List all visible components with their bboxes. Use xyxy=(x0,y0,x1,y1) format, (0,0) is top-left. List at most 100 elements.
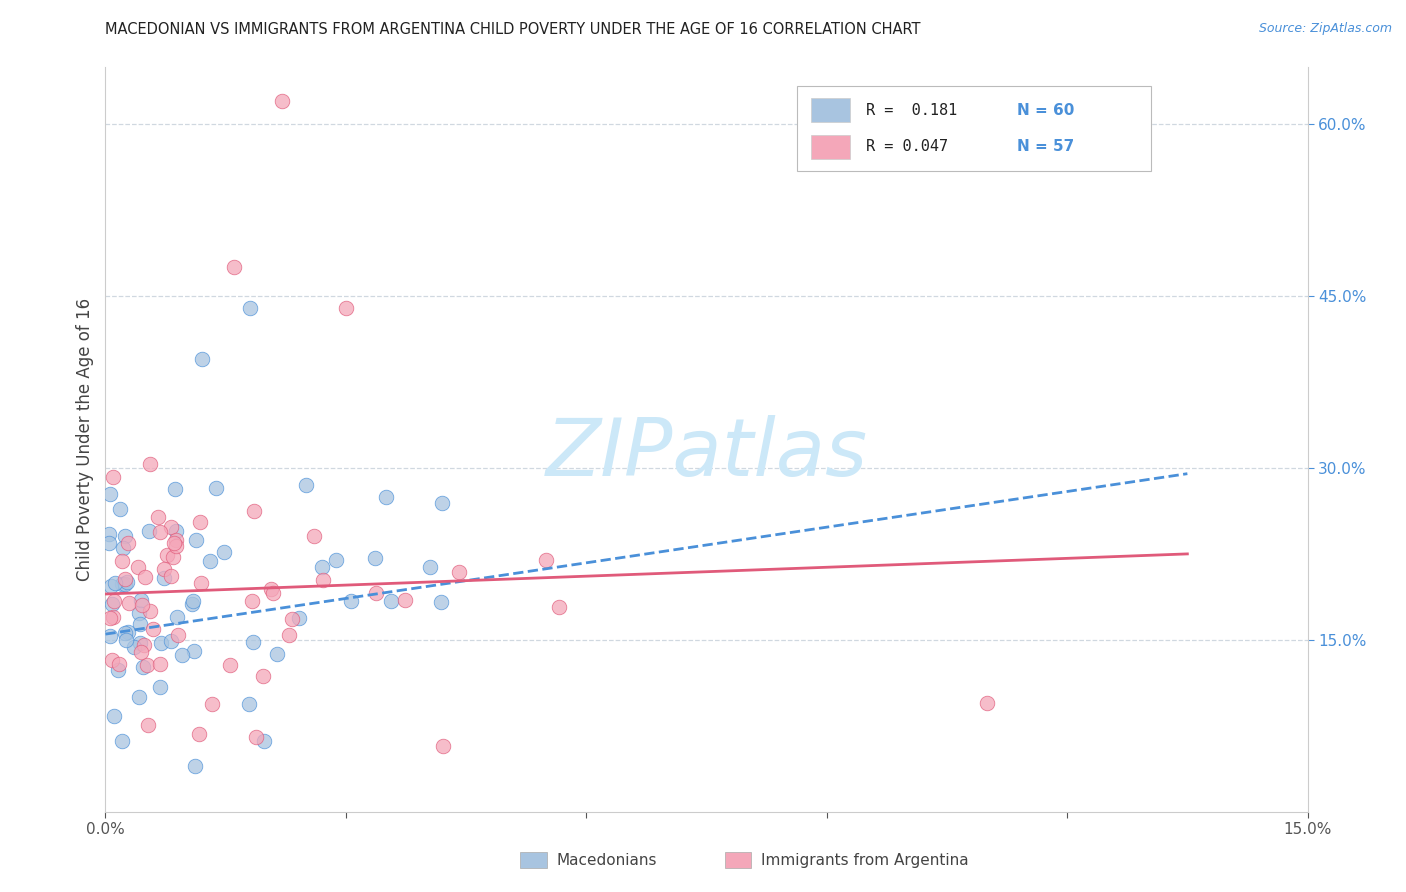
Point xyxy=(149,681,172,695)
Point xyxy=(302,529,325,543)
Point xyxy=(222,260,245,275)
Point xyxy=(128,606,150,620)
Point xyxy=(160,634,183,648)
Point xyxy=(260,582,283,596)
Point xyxy=(98,611,121,625)
Point xyxy=(311,560,333,574)
Point xyxy=(129,636,152,650)
Point xyxy=(153,570,176,584)
Point xyxy=(339,593,361,607)
Point xyxy=(153,562,176,576)
Point xyxy=(136,718,159,732)
Point xyxy=(129,616,152,631)
Point xyxy=(160,569,183,583)
Point xyxy=(335,301,357,315)
Point xyxy=(136,657,159,672)
Point xyxy=(129,645,152,659)
Point xyxy=(149,657,172,671)
Point xyxy=(127,560,149,574)
Point xyxy=(132,659,155,673)
Point xyxy=(108,657,131,671)
Point xyxy=(976,696,998,710)
Point xyxy=(117,536,139,550)
Point xyxy=(295,478,318,492)
Point xyxy=(104,576,127,591)
Point xyxy=(253,734,276,748)
Point xyxy=(239,301,262,315)
Point xyxy=(380,593,402,607)
Point xyxy=(160,520,183,534)
Point xyxy=(162,549,184,564)
Point xyxy=(181,594,204,608)
Point xyxy=(122,640,145,655)
Point xyxy=(165,524,187,538)
Point xyxy=(238,697,260,711)
Point xyxy=(190,576,212,591)
Point xyxy=(201,697,224,711)
Point xyxy=(188,727,211,741)
Point xyxy=(432,496,454,510)
Point xyxy=(111,576,134,591)
Point xyxy=(534,552,557,566)
Point xyxy=(548,600,571,615)
Point xyxy=(184,759,207,773)
Point xyxy=(98,629,121,643)
Point xyxy=(266,647,288,661)
Text: Source: ZipAtlas.com: Source: ZipAtlas.com xyxy=(1258,22,1392,36)
Point xyxy=(170,648,193,662)
Point xyxy=(98,487,121,501)
Point xyxy=(364,551,387,566)
Point xyxy=(112,541,135,555)
Point xyxy=(128,690,150,704)
Point xyxy=(114,577,136,591)
Point xyxy=(101,609,124,624)
Point xyxy=(243,504,266,518)
Point xyxy=(132,638,155,652)
Text: N = 57: N = 57 xyxy=(1017,139,1074,154)
Point xyxy=(288,611,311,625)
Point xyxy=(98,535,121,549)
Point xyxy=(115,574,138,589)
Point xyxy=(103,593,125,607)
Text: Macedonians: Macedonians xyxy=(557,853,657,868)
Text: Immigrants from Argentina: Immigrants from Argentina xyxy=(761,853,969,868)
Point xyxy=(212,545,235,559)
Point xyxy=(183,644,205,658)
Point xyxy=(139,604,162,618)
Point xyxy=(114,626,136,640)
Text: R =  0.181: R = 0.181 xyxy=(866,103,957,118)
Point xyxy=(118,595,141,609)
Point xyxy=(138,524,160,539)
Point xyxy=(432,739,454,753)
Point xyxy=(134,570,156,584)
Point xyxy=(278,628,301,642)
Point xyxy=(114,572,136,586)
Point xyxy=(165,540,187,554)
Point xyxy=(165,533,187,547)
Point xyxy=(117,624,139,639)
Point xyxy=(281,612,304,626)
Bar xyxy=(811,135,849,159)
Point xyxy=(449,565,471,579)
Text: R = 0.047: R = 0.047 xyxy=(866,139,949,154)
Point xyxy=(163,482,186,496)
Point xyxy=(149,525,172,540)
Point xyxy=(242,635,264,649)
Point xyxy=(205,482,228,496)
Point xyxy=(394,592,416,607)
Point xyxy=(100,652,122,666)
Text: ZIPatlas: ZIPatlas xyxy=(546,415,868,493)
Point xyxy=(270,95,292,109)
Bar xyxy=(797,86,1152,171)
Point xyxy=(262,586,284,600)
Bar xyxy=(811,98,849,122)
Point xyxy=(245,731,267,745)
Bar xyxy=(724,852,751,868)
Point xyxy=(114,529,136,543)
Point xyxy=(150,636,173,650)
Text: MACEDONIAN VS IMMIGRANTS FROM ARGENTINA CHILD POVERTY UNDER THE AGE OF 16 CORREL: MACEDONIAN VS IMMIGRANTS FROM ARGENTINA … xyxy=(105,22,921,37)
Point xyxy=(139,458,162,472)
Point xyxy=(142,622,165,636)
Point xyxy=(163,535,186,549)
Bar xyxy=(520,852,547,868)
